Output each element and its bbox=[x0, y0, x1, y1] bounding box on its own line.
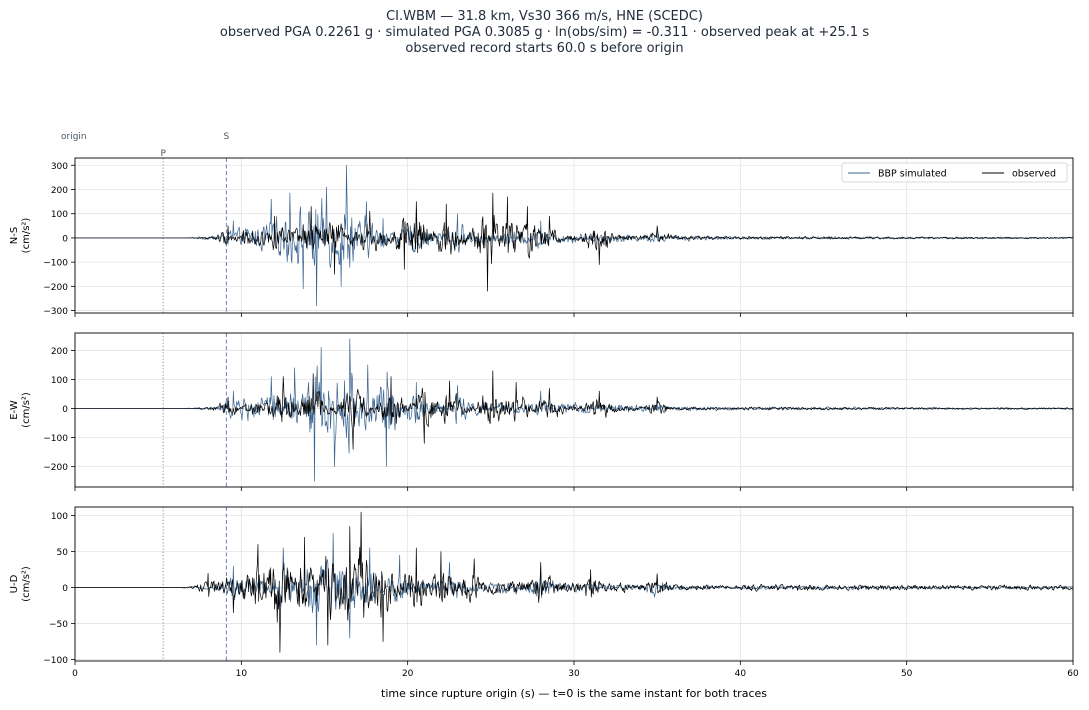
y-axis-label-units: (cm/s²) bbox=[21, 218, 32, 254]
y-tick-label: −100 bbox=[43, 434, 68, 444]
x-tick-label: 30 bbox=[568, 669, 580, 679]
y-axis-label-units: (cm/s²) bbox=[21, 392, 32, 428]
y-tick-label: 0 bbox=[62, 584, 68, 594]
title-line-2: observed PGA 0.2261 g · simulated PGA 0.… bbox=[219, 25, 870, 40]
y-tick-label: 200 bbox=[51, 347, 68, 357]
y-tick-label: 100 bbox=[51, 210, 68, 220]
y-axis-label-component: N-S bbox=[9, 227, 20, 244]
y-axis-label-component: E-W bbox=[9, 400, 20, 420]
x-axis-label: time since rupture origin (s) — t=0 is t… bbox=[381, 687, 767, 700]
y-tick-label: −300 bbox=[43, 307, 68, 317]
x-tick-label: 20 bbox=[402, 669, 414, 679]
y-tick-label: 0 bbox=[62, 234, 68, 244]
y-tick-label: 50 bbox=[57, 548, 69, 558]
observed-trace-n-s bbox=[75, 192, 1074, 292]
x-tick-label: 40 bbox=[735, 669, 747, 679]
x-tick-label: 0 bbox=[72, 669, 78, 679]
y-tick-label: 0 bbox=[62, 405, 68, 415]
y-tick-label: −200 bbox=[43, 283, 68, 293]
y-tick-label: 100 bbox=[51, 512, 68, 522]
marker-label-origin: origin bbox=[61, 132, 87, 142]
y-tick-label: 300 bbox=[51, 162, 68, 172]
y-tick-label: 100 bbox=[51, 376, 68, 386]
marker-label-p: P bbox=[160, 149, 166, 159]
x-tick-label: 50 bbox=[901, 669, 913, 679]
marker-label-s: S bbox=[224, 132, 230, 142]
y-tick-label: −100 bbox=[43, 656, 68, 666]
y-tick-label: −200 bbox=[43, 463, 68, 473]
y-tick-label: −100 bbox=[43, 259, 68, 269]
observed-trace-e-w bbox=[75, 370, 1074, 450]
y-tick-label: −50 bbox=[49, 620, 68, 630]
legend-box bbox=[841, 162, 1068, 183]
y-tick-label: 200 bbox=[51, 186, 68, 196]
x-tick-label: 60 bbox=[1067, 669, 1079, 679]
x-tick-label: 10 bbox=[236, 669, 248, 679]
title-line-3: observed record starts 60.0 s before ori… bbox=[405, 41, 684, 56]
y-axis-label-units: (cm/s²) bbox=[21, 566, 32, 602]
observed-trace-u-d bbox=[75, 511, 1074, 653]
legend-label-observed: observed bbox=[1012, 169, 1056, 180]
title-line-1: CI.WBM — 31.8 km, Vs30 366 m/s, HNE (SCE… bbox=[386, 9, 703, 24]
simulated-trace-e-w bbox=[75, 338, 1074, 482]
y-axis-label-component: U-D bbox=[9, 574, 20, 593]
legend-label-simulated: BBP simulated bbox=[878, 169, 947, 180]
